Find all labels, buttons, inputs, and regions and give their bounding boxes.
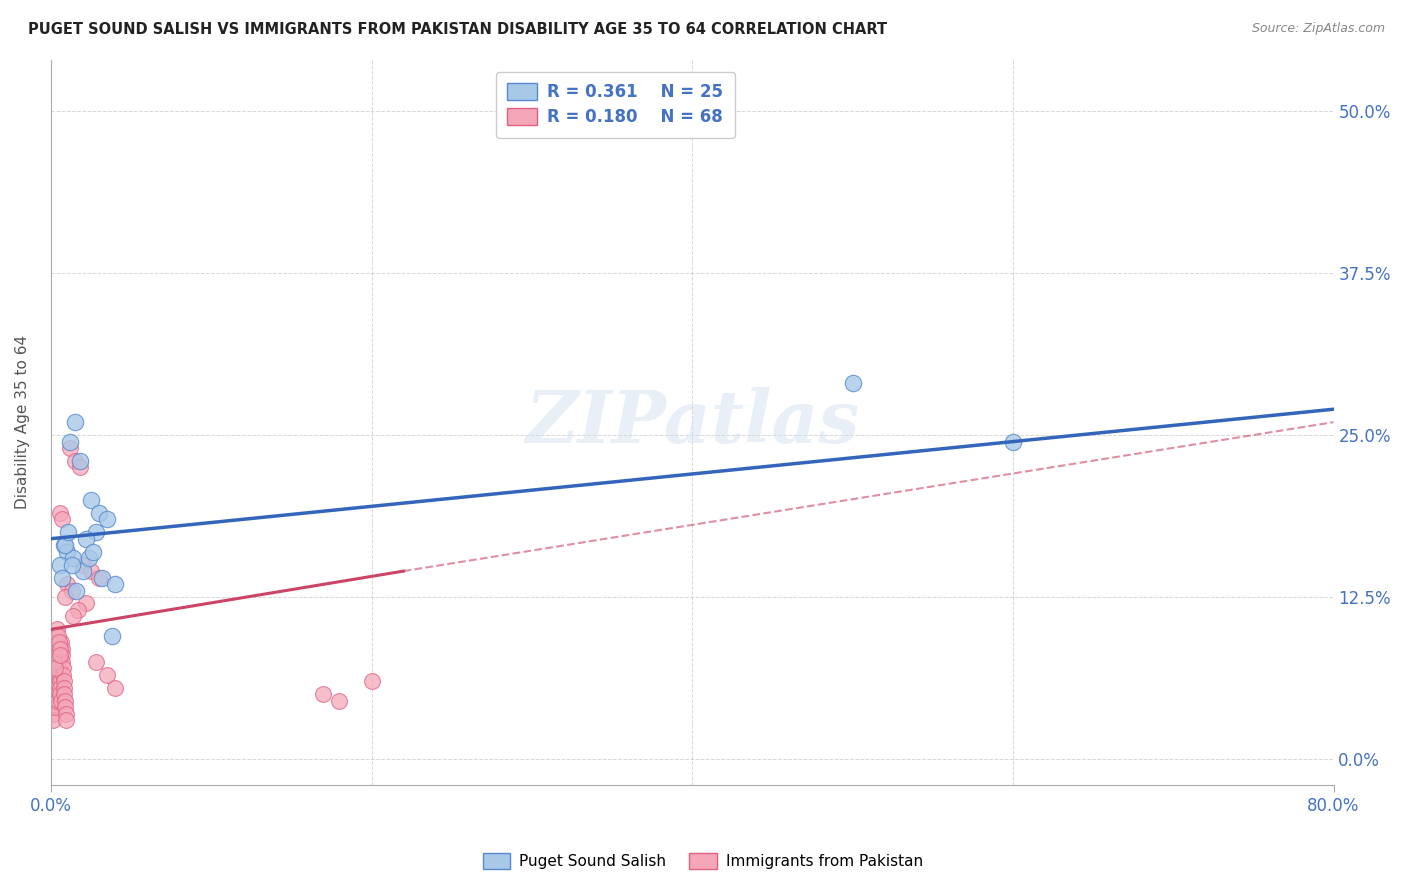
- Point: [53, 590, 76, 604]
- Point: [45, 674, 67, 689]
- Point: [328, 693, 350, 707]
- Point: [41, 700, 63, 714]
- Point: [63, 415, 86, 429]
- Text: PUGET SOUND SALISH VS IMMIGRANTS FROM PAKISTAN DISABILITY AGE 35 TO 64 CORRELATI: PUGET SOUND SALISH VS IMMIGRANTS FROM PA…: [28, 22, 887, 37]
- Point: [42, 674, 65, 689]
- Point: [42, 681, 65, 695]
- Point: [84, 525, 107, 540]
- Point: [62, 551, 84, 566]
- Point: [51, 570, 73, 584]
- Point: [45, 667, 67, 681]
- Point: [96, 512, 118, 526]
- Point: [96, 667, 118, 681]
- Point: [65, 583, 87, 598]
- Point: [63, 454, 86, 468]
- Point: [79, 551, 101, 566]
- Point: [841, 376, 863, 391]
- Point: [41, 687, 63, 701]
- Point: [60, 583, 83, 598]
- Point: [48, 674, 70, 689]
- Point: [69, 454, 91, 468]
- Point: [87, 506, 110, 520]
- Point: [55, 713, 77, 727]
- Point: [46, 693, 69, 707]
- Point: [51, 641, 73, 656]
- Point: [53, 687, 76, 701]
- Point: [51, 648, 73, 663]
- Text: Source: ZipAtlas.com: Source: ZipAtlas.com: [1251, 22, 1385, 36]
- Point: [41, 641, 63, 656]
- Point: [46, 648, 69, 663]
- Point: [42, 706, 65, 721]
- Point: [49, 648, 72, 663]
- Point: [46, 623, 69, 637]
- Point: [53, 700, 76, 714]
- Point: [80, 492, 103, 507]
- Point: [56, 577, 79, 591]
- Point: [45, 681, 67, 695]
- Point: [48, 667, 70, 681]
- Point: [56, 544, 79, 558]
- Point: [1001, 434, 1024, 449]
- Point: [49, 506, 72, 520]
- Point: [52, 667, 75, 681]
- Point: [59, 434, 82, 449]
- Point: [44, 700, 66, 714]
- Legend: R = 0.361    N = 25, R = 0.180    N = 68: R = 0.361 N = 25, R = 0.180 N = 68: [495, 71, 735, 138]
- Point: [58, 525, 80, 540]
- Point: [100, 629, 122, 643]
- Point: [75, 597, 97, 611]
- Y-axis label: Disability Age 35 to 64: Disability Age 35 to 64: [15, 335, 30, 509]
- Point: [45, 661, 67, 675]
- Point: [69, 460, 91, 475]
- Point: [42, 648, 65, 663]
- Point: [42, 655, 65, 669]
- Point: [44, 661, 66, 675]
- Point: [49, 687, 72, 701]
- Point: [59, 441, 82, 455]
- Legend: Puget Sound Salish, Immigrants from Pakistan: Puget Sound Salish, Immigrants from Paki…: [477, 847, 929, 875]
- Point: [53, 538, 76, 552]
- Point: [62, 609, 84, 624]
- Point: [60, 558, 83, 572]
- Text: ZIPatlas: ZIPatlas: [524, 386, 859, 458]
- Point: [55, 706, 77, 721]
- Point: [45, 635, 67, 649]
- Point: [42, 713, 65, 727]
- Point: [53, 681, 76, 695]
- Point: [48, 635, 70, 649]
- Point: [41, 693, 63, 707]
- Point: [72, 558, 94, 572]
- Point: [91, 570, 114, 584]
- Point: [104, 681, 127, 695]
- Point: [49, 558, 72, 572]
- Point: [49, 693, 72, 707]
- Point: [45, 629, 67, 643]
- Point: [48, 641, 70, 656]
- Point: [72, 564, 94, 578]
- Point: [52, 538, 75, 552]
- Point: [46, 687, 69, 701]
- Point: [80, 564, 103, 578]
- Point: [312, 687, 335, 701]
- Point: [51, 512, 73, 526]
- Point: [49, 681, 72, 695]
- Point: [52, 661, 75, 675]
- Point: [67, 603, 90, 617]
- Point: [44, 693, 66, 707]
- Point: [48, 655, 70, 669]
- Point: [52, 674, 75, 689]
- Point: [44, 687, 66, 701]
- Point: [84, 655, 107, 669]
- Point: [48, 661, 70, 675]
- Point: [51, 655, 73, 669]
- Point: [75, 532, 97, 546]
- Point: [360, 674, 382, 689]
- Point: [87, 570, 110, 584]
- Point: [82, 544, 104, 558]
- Point: [53, 693, 76, 707]
- Point: [51, 635, 73, 649]
- Point: [46, 629, 69, 643]
- Point: [104, 577, 127, 591]
